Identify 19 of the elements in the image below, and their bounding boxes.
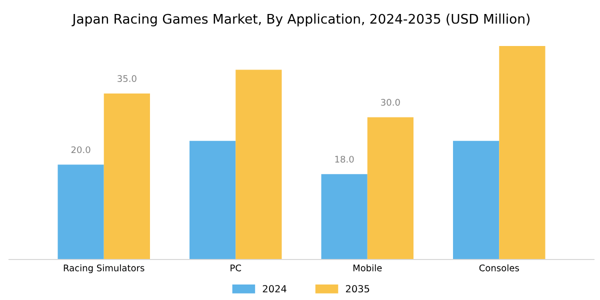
bar bbox=[58, 164, 104, 260]
bar bbox=[104, 93, 150, 260]
x-tick-label: Racing Simulators bbox=[64, 264, 144, 274]
data-label: 35.0 bbox=[118, 75, 136, 82]
bar bbox=[236, 70, 282, 260]
chart-title: Japan Racing Games Market, By Application, 2024-2035 (USD Million) bbox=[72, 14, 530, 26]
bar bbox=[367, 117, 414, 260]
data-label: 30.0 bbox=[381, 98, 400, 106]
legend-label: 2035 bbox=[346, 285, 370, 292]
bar bbox=[321, 174, 368, 260]
legend-label: 2024 bbox=[262, 285, 286, 292]
x-tick-label: Mobile bbox=[353, 264, 382, 272]
data-label: 20.0 bbox=[71, 146, 90, 154]
bar bbox=[499, 46, 546, 260]
bar bbox=[453, 140, 500, 260]
bar bbox=[190, 140, 236, 260]
data-label: 18.0 bbox=[335, 156, 354, 163]
x-tick-label: Consoles bbox=[479, 264, 519, 272]
x-tick-label: PC bbox=[230, 264, 242, 272]
